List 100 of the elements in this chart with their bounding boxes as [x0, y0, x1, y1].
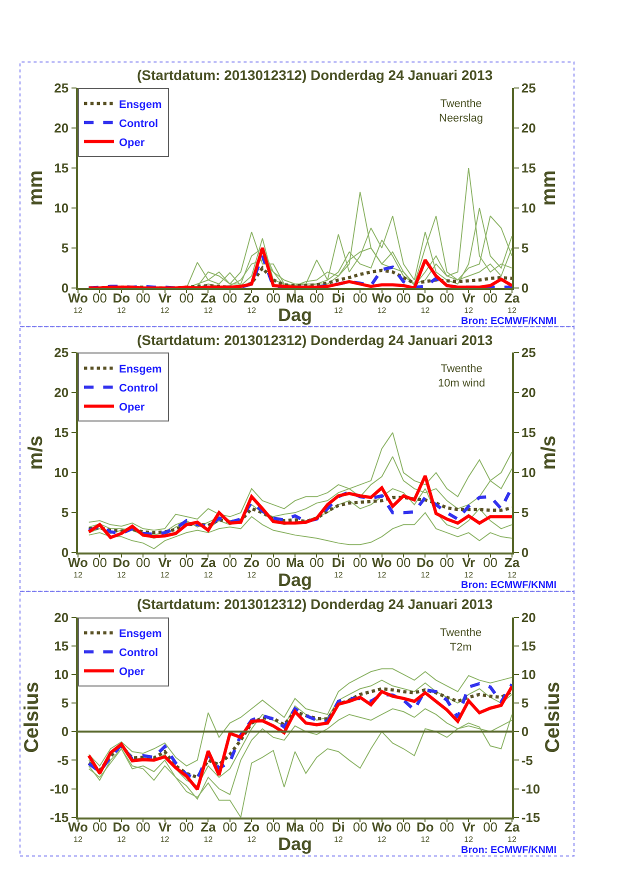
y-axis-title: mm — [25, 170, 48, 206]
x-tick-label: Wo 12 — [372, 820, 392, 844]
x-tick-label: 00 — [352, 555, 368, 570]
x-tick-label: 00 — [440, 290, 454, 306]
x-tick-label: Zo 12 — [244, 820, 260, 844]
x-tick-label: 00 — [309, 290, 324, 306]
chart-title: (Startdatum: 2013012312) Donderdag 24 Januari 2013 — [137, 67, 493, 83]
x-tick-label: Wo 12 — [68, 820, 88, 844]
x-tick-label: Za 12 — [504, 290, 520, 315]
y2-tick-label: -15 — [521, 810, 540, 825]
annotation: Twenthe 10m wind — [438, 363, 486, 390]
y2-tick-label: 10 — [521, 667, 536, 682]
y-tick-label: 10 — [54, 465, 69, 480]
x-tick-label: Zo 12 — [244, 290, 260, 315]
x-tick-label: Do 12 — [112, 820, 130, 844]
y2-tick-label: 25 — [521, 80, 536, 96]
x-tick-label: 00 — [222, 555, 238, 570]
chart-title: (Startdatum: 2013012312) Donderdag 24 Januari 2013 — [137, 332, 493, 348]
x-tick-label: Di 12 — [332, 290, 345, 315]
x-tick-label: 00 — [136, 555, 150, 570]
y-tick-label: 5 — [61, 240, 69, 256]
y-tick-label: 5 — [61, 505, 69, 520]
x-tick-label: Do 12 — [112, 555, 130, 580]
x-tick-label: Do 12 — [112, 290, 130, 315]
x-tick-label: 00 — [92, 820, 107, 835]
y-tick-label: 15 — [54, 638, 69, 654]
x-tick-label: Vr 12 — [462, 290, 476, 315]
x-tick-label: 00 — [396, 820, 411, 835]
x-tick-label: Wo 12 — [372, 555, 392, 580]
y2-tick-label: 0 — [521, 724, 529, 740]
chart-title: (Startdatum: 2013012312) Donderdag 24 Januari 2013 — [137, 596, 493, 612]
y-tick-label: -15 — [50, 810, 69, 825]
x-axis-title: Dag — [278, 570, 312, 590]
legend-label: Control — [119, 382, 158, 394]
y2-tick-label: -10 — [521, 781, 540, 796]
y-tick-label: 10 — [54, 667, 69, 682]
y-tick-label: -10 — [50, 781, 69, 796]
x-tick-label: Ma — [286, 290, 305, 306]
y2-tick-label: -5 — [521, 752, 533, 768]
y2-tick-label: 10 — [521, 465, 536, 480]
text: Bron: ECMWF/KNMI — [461, 580, 557, 591]
y2-tick-label: 15 — [521, 160, 536, 176]
y-tick-label: 15 — [54, 160, 69, 176]
x-tick-label: 00 — [309, 555, 324, 570]
x-tick-label: Vr 12 — [462, 555, 476, 580]
legend-label: Oper — [119, 666, 146, 678]
x-tick-label: Wo 12 — [68, 290, 88, 315]
y-tick-label: 25 — [54, 345, 69, 360]
x-tick-label: Ma — [286, 820, 305, 835]
x-tick-label: Vr 12 — [158, 555, 172, 580]
x-tick-label: Do 12 — [416, 290, 434, 315]
legend-label: Ensgem — [119, 98, 162, 111]
y2-tick-label: 0 — [521, 280, 529, 296]
y2-tick-label: 20 — [521, 385, 536, 400]
legend-label: Control — [119, 647, 158, 660]
legend-label: Ensgem — [119, 363, 162, 376]
y-axis-title: Celsius — [20, 682, 43, 753]
y-tick-label: -5 — [57, 752, 69, 768]
x-tick-label: 00 — [396, 555, 411, 570]
x-tick-label: 00 — [179, 290, 194, 306]
y-tick-label: 0 — [61, 545, 69, 560]
text: Bron: ECMWF/KNMI — [461, 316, 557, 327]
y2-tick-label: 5 — [521, 696, 529, 711]
y-tick-label: 20 — [54, 385, 69, 400]
x-axis-title: Dag — [278, 305, 312, 325]
x-tick-label: Do 12 — [416, 820, 434, 844]
x-tick-label: 00 — [483, 555, 498, 570]
x-tick-label: 00 — [179, 820, 194, 835]
x-tick-label: Za 12 — [200, 555, 217, 580]
x-tick-label: Za 12 — [504, 555, 520, 580]
annotation: Twenthe Neerslag — [439, 98, 484, 124]
x-tick-label: 00 — [136, 820, 150, 835]
y-tick-label: 0 — [61, 280, 69, 296]
y2-tick-label: 5 — [521, 240, 529, 256]
x-tick-label: Za 12 — [200, 290, 217, 315]
y-tick-label: 20 — [54, 610, 69, 625]
x-tick-label: Zo 12 — [244, 555, 260, 580]
y2-tick-label: 15 — [521, 638, 536, 654]
y-tick-label: 15 — [54, 425, 69, 440]
x-tick-label: 00 — [483, 820, 498, 835]
x-tick-label: 00 — [352, 820, 368, 835]
x-tick-label: 00 — [483, 290, 498, 306]
x-tick-label: 00 — [136, 290, 150, 306]
x-tick-label: 00 — [222, 820, 238, 835]
y2-tick-label: 10 — [521, 200, 536, 216]
x-tick-label: 00 — [179, 555, 194, 570]
legend-label: Oper — [119, 136, 146, 149]
y-tick-label: 10 — [54, 200, 69, 216]
y2-axis-title: Celsius — [542, 682, 564, 753]
y2-tick-label: 25 — [521, 345, 536, 360]
legend-label: Control — [119, 118, 158, 130]
y2-tick-label: 20 — [521, 610, 536, 625]
y-tick-label: 0 — [61, 724, 69, 740]
x-tick-label: 00 — [309, 820, 324, 835]
x-axis-title: Dag — [278, 834, 312, 854]
x-tick-label: 00 — [266, 555, 281, 570]
x-tick-label: 00 — [92, 555, 107, 570]
x-tick-label: 00 — [440, 555, 454, 570]
y2-tick-label: 0 — [521, 545, 529, 560]
x-tick-label: Ma — [286, 555, 305, 570]
